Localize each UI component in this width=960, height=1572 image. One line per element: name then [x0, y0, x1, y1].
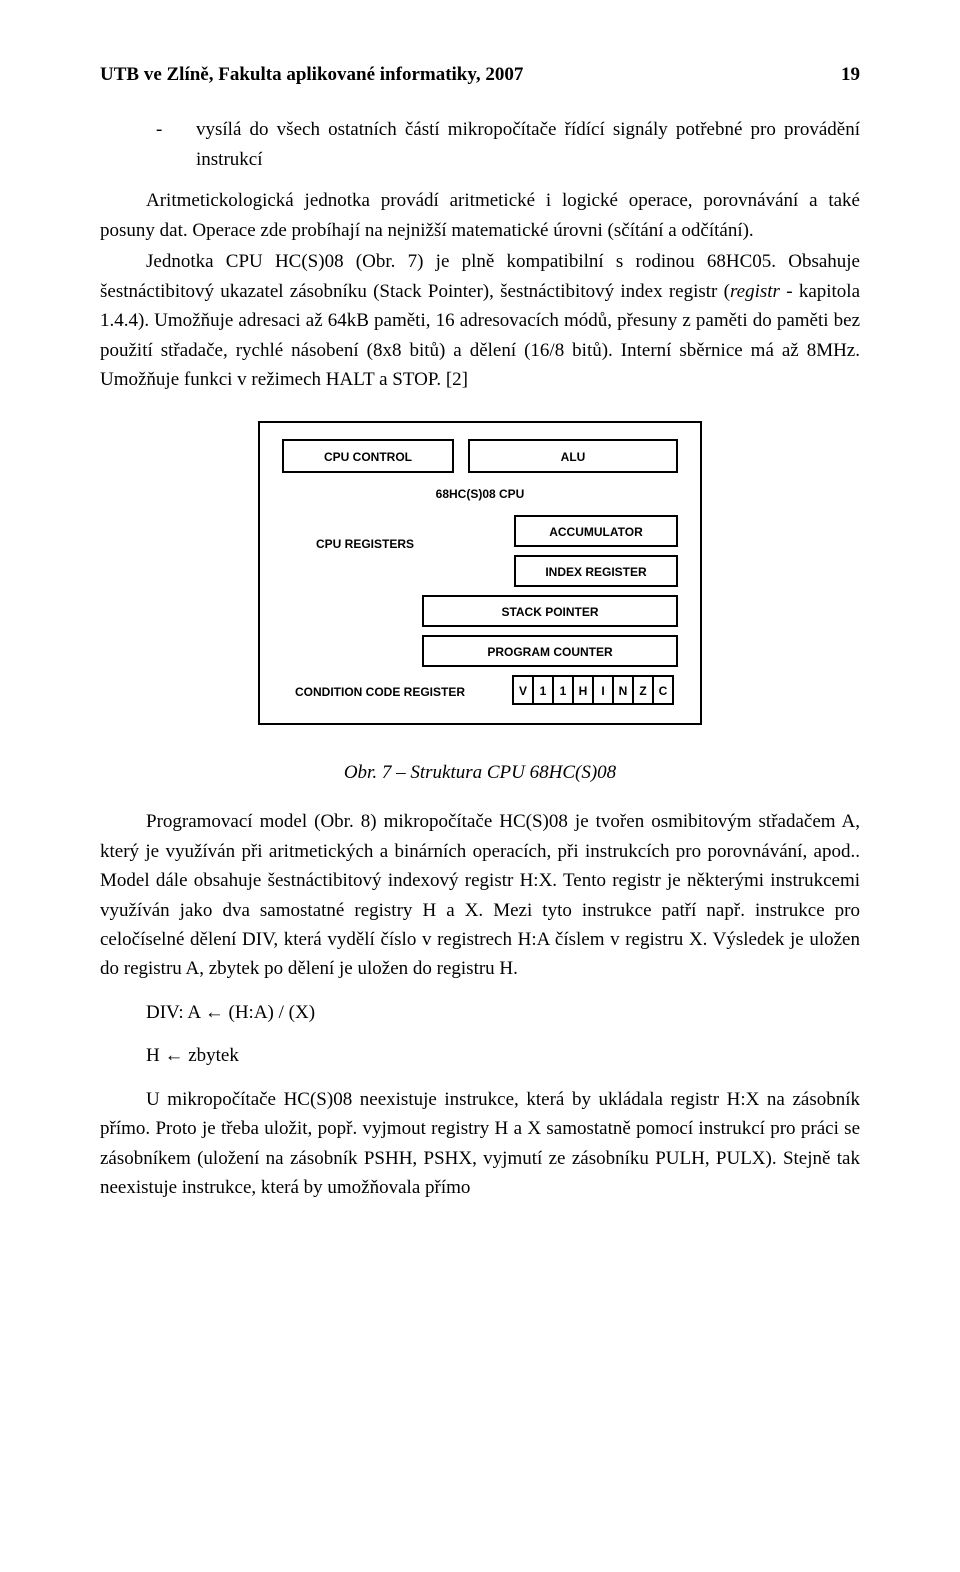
svg-text:ALU: ALU — [561, 450, 586, 464]
ccr-flags: V 1 1 H I N Z C — [513, 676, 673, 704]
page: UTB ve Zlíně, Fakulta aplikované informa… — [0, 0, 960, 1273]
formula-2: H ← zbytek — [146, 1041, 860, 1070]
formula-1: DIV: A ← (H:A) / (X) — [146, 998, 860, 1027]
header-left: UTB ve Zlíně, Fakulta aplikované informa… — [100, 60, 523, 89]
paragraph-3: Programovací model (Obr. 8) mikropočítač… — [100, 807, 860, 984]
svg-text:STACK POINTER: STACK POINTER — [501, 605, 598, 619]
bullet-item: - vysílá do všech ostatních částí mikrop… — [156, 115, 860, 174]
svg-text:ACCUMULATOR: ACCUMULATOR — [549, 525, 643, 539]
svg-text:PROGRAM COUNTER: PROGRAM COUNTER — [487, 645, 613, 659]
svg-text:I: I — [601, 684, 604, 698]
svg-text:V: V — [519, 684, 527, 698]
svg-text:CPU REGISTERS: CPU REGISTERS — [316, 537, 414, 551]
paragraph-4: U mikropočítače HC(S)08 neexistuje instr… — [100, 1085, 860, 1203]
p2b-italic: registr - — [730, 281, 799, 302]
header-right: 19 — [841, 60, 860, 89]
svg-text:CONDITION CODE REGISTER: CONDITION CODE REGISTER — [295, 685, 465, 699]
cpu-diagram: CPU CONTROL ALU 68HC(S)08 CPU CPU REGIST… — [100, 418, 860, 737]
bullet-text: vysílá do všech ostatních částí mikropoč… — [196, 115, 860, 174]
svg-text:1: 1 — [560, 684, 567, 698]
svg-text:68HC(S)08 CPU: 68HC(S)08 CPU — [436, 487, 525, 501]
svg-text:H: H — [579, 684, 588, 698]
svg-text:Z: Z — [639, 684, 646, 698]
bullet-dash: - — [156, 115, 196, 174]
page-header: UTB ve Zlíně, Fakulta aplikované informa… — [100, 60, 860, 89]
paragraph-2: Jednotka CPU HC(S)08 (Obr. 7) je plně ko… — [100, 247, 860, 394]
svg-text:CPU CONTROL: CPU CONTROL — [324, 450, 412, 464]
svg-text:INDEX REGISTER: INDEX REGISTER — [545, 565, 647, 579]
svg-text:C: C — [659, 684, 668, 698]
svg-text:N: N — [619, 684, 628, 698]
svg-text:1: 1 — [540, 684, 547, 698]
cpu-diagram-svg: CPU CONTROL ALU 68HC(S)08 CPU CPU REGIST… — [255, 418, 705, 728]
diagram-caption: Obr. 7 – Struktura CPU 68HC(S)08 — [100, 758, 860, 787]
paragraph-1: Aritmetickologická jednotka provádí arit… — [100, 186, 860, 245]
